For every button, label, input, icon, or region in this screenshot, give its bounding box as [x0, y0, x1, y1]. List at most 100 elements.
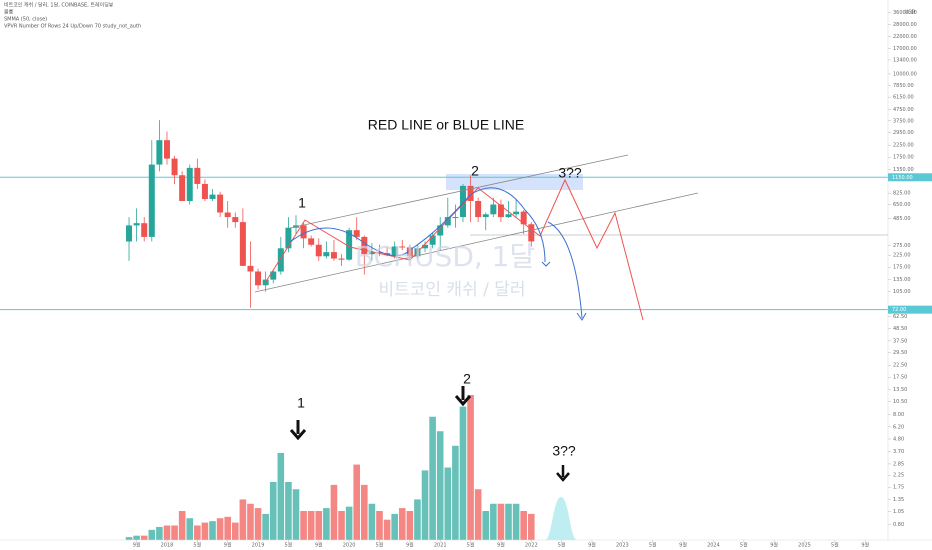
plot: [125, 120, 535, 540]
x-tick-label: 5월: [193, 542, 201, 549]
header: VPVR Number Of Rows 24 Up/Down 70 study_…: [4, 24, 141, 30]
candle-body: [338, 258, 345, 260]
y-tick-label: 0.80: [893, 522, 904, 528]
candle-body: [179, 175, 186, 201]
y-tick-label: 28000.00: [893, 22, 917, 28]
volume-bar: [178, 511, 186, 540]
candle-body: [247, 265, 254, 272]
volume-bar: [497, 503, 505, 540]
candle-body: [520, 211, 527, 225]
arrow-3: [556, 465, 570, 482]
price-label-box: [888, 305, 932, 314]
candle-body: [171, 158, 178, 176]
candle-body: [467, 185, 474, 201]
volume-bar: [277, 453, 285, 540]
candle-body: [330, 252, 337, 259]
volume-bar: [307, 511, 315, 540]
volume-projection: [545, 497, 577, 540]
candle-body: [224, 212, 231, 218]
candle-body: [277, 248, 284, 272]
y-tick-label: 8.00: [893, 412, 904, 418]
x-tick-label: 9월: [861, 542, 869, 549]
volume-bar: [300, 511, 307, 540]
candle-body: [513, 211, 520, 215]
x-tick-label: 5월: [649, 542, 657, 549]
y-tick-label: 36000.00: [893, 10, 917, 16]
blue-arrow: [541, 261, 551, 267]
candle-body: [133, 223, 140, 226]
volume-bar: [391, 513, 398, 540]
candle-body: [346, 230, 353, 260]
candle-body: [482, 214, 489, 218]
y-tick-label: 1.35: [893, 497, 904, 503]
y-tick-label: 10000.00: [893, 71, 917, 77]
volume-bar: [254, 508, 262, 540]
price-label: 72.00: [892, 307, 906, 313]
volume-bar: [383, 519, 391, 540]
annotation: 1: [297, 395, 305, 411]
annotation: 2: [471, 163, 479, 179]
y-tick-label: 650.00: [893, 202, 911, 208]
x-tick-label: 2025: [798, 543, 811, 549]
x-tick-label: 9월: [770, 542, 778, 549]
y-tick-label: 62.50: [893, 314, 907, 320]
volume-bar: [140, 535, 148, 540]
candle-body: [391, 246, 398, 256]
red-projection: [264, 178, 644, 321]
y-tick-label: 13400.00: [893, 57, 917, 63]
y-tick-label: 825.00: [893, 191, 911, 197]
volume-bar: [452, 445, 459, 540]
x-tick-label: 5월: [285, 542, 293, 549]
y-tick-label: 22.50: [893, 363, 907, 369]
volume-bar: [406, 511, 414, 540]
y-tick-label: 2.25: [893, 473, 904, 479]
y-tick-label: 4.80: [893, 437, 904, 443]
x-tick-label: 9월: [588, 542, 596, 549]
volume-bar: [148, 529, 156, 540]
candle-body: [239, 222, 246, 266]
x-tick-label: 9월: [497, 542, 505, 549]
candle-body: [353, 230, 360, 237]
price-label-box: [888, 173, 932, 182]
annotation-title: RED LINE or BLUE LINE: [368, 117, 524, 133]
volume-bar: [376, 511, 383, 540]
volume-bar: [527, 513, 535, 540]
y-tick-label: 2950.00: [893, 130, 914, 136]
candle-body: [300, 225, 307, 239]
y-tick-label: 1750.00: [893, 155, 914, 161]
candle-body: [201, 183, 208, 199]
candle-body: [376, 252, 383, 254]
axis-unit: USD: [905, 10, 916, 16]
volume-bar: [163, 525, 171, 540]
highlight-zone: [446, 174, 583, 190]
volume-bar: [459, 406, 467, 540]
volume-bar: [490, 503, 497, 540]
volume-bar: [345, 506, 353, 540]
candle-body: [490, 204, 497, 215]
volume-bar: [338, 511, 345, 540]
y-tick-label: 22000.00: [893, 34, 917, 40]
y-tick-label: 4750.00: [893, 107, 914, 113]
candle-body: [270, 271, 277, 280]
x-tick-label: 2018: [161, 543, 174, 549]
x-tick-label: 9월: [133, 542, 141, 549]
y-tick-label: 48.50: [893, 326, 907, 332]
candle-body: [308, 238, 315, 245]
watermark: BCHUSD, 1달: [355, 240, 536, 273]
y-tick-label: 225.00: [893, 253, 911, 259]
volume-bar: [194, 525, 201, 540]
candle-body: [194, 167, 201, 184]
y-tick-label: 6150.00: [893, 95, 914, 101]
x-tick-label: 2023: [616, 543, 629, 549]
volume-bar: [239, 499, 247, 540]
volume-bar: [323, 508, 330, 540]
blue-projection: [547, 221, 587, 321]
volume-bar: [421, 470, 429, 540]
volume-bar: [209, 521, 216, 540]
volume-bar: [171, 525, 178, 540]
volume-bar: [414, 499, 421, 540]
volume-bar: [505, 503, 512, 540]
annotation: 3??: [552, 443, 576, 459]
header: 볼륨: [4, 9, 14, 16]
